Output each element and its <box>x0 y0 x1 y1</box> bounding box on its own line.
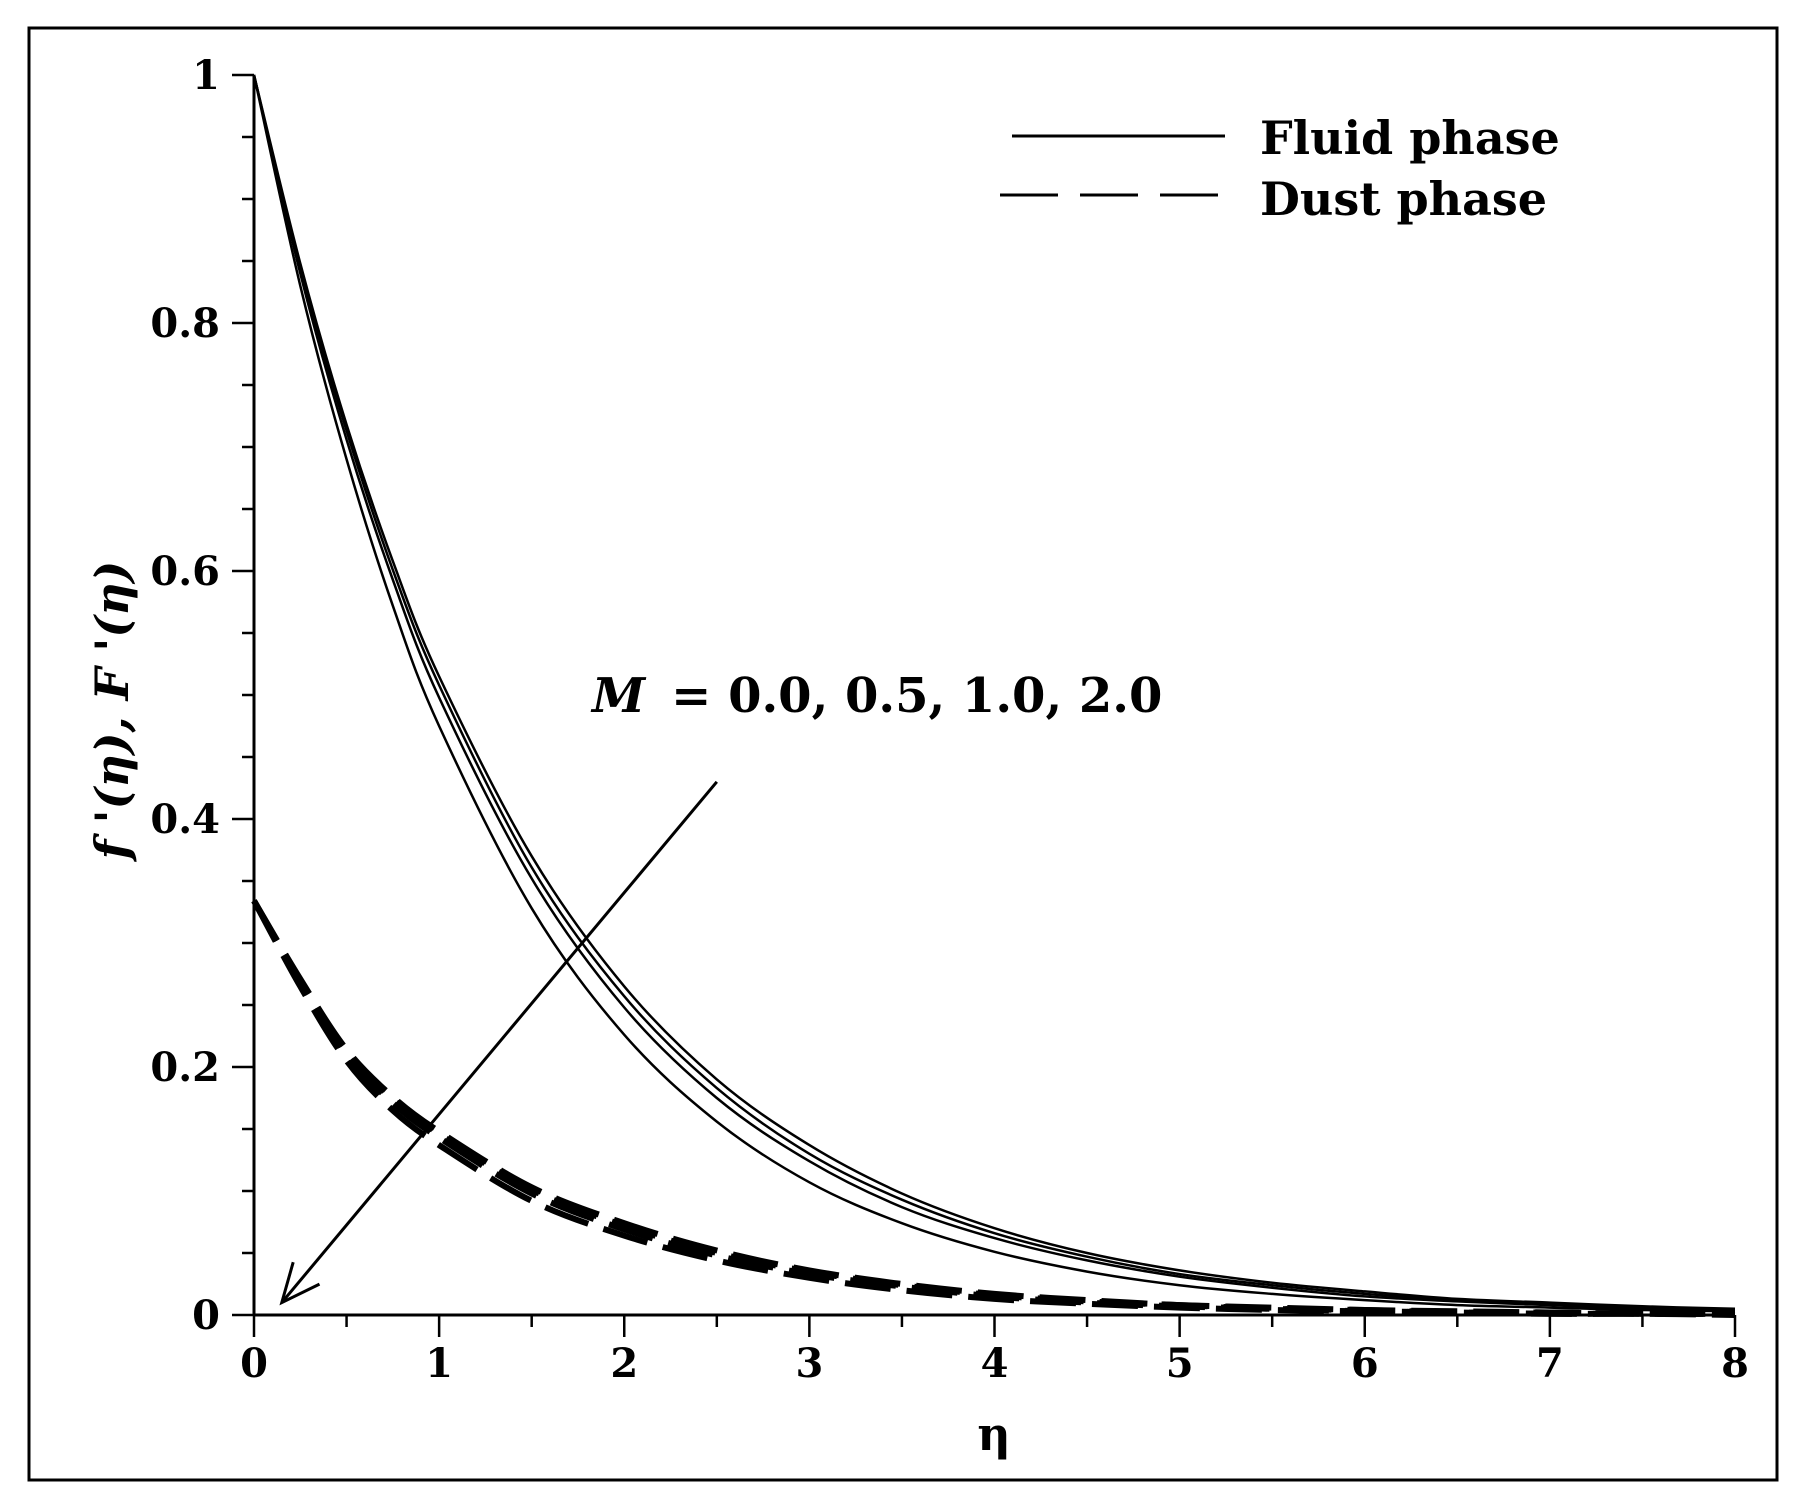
x-tick-label: 7 <box>1536 1340 1564 1387</box>
legend-label-dust: Dust phase <box>1260 172 1547 226</box>
y-axis-title: f '(η), F '(η) <box>85 561 139 863</box>
x-tick-label: 2 <box>610 1340 638 1387</box>
x-tick-label: 1 <box>425 1340 453 1387</box>
annotation-arrow <box>280 780 718 1304</box>
fluid-phase-curve-2 <box>252 74 1736 1312</box>
annotation-arrowhead <box>279 1261 321 1306</box>
fluid-phase-curve-1 <box>252 74 1736 1311</box>
x-tick-label: 4 <box>981 1340 1009 1387</box>
x-axis-title: η <box>977 1407 1010 1461</box>
x-tick-label: 0 <box>240 1340 268 1387</box>
legend: Fluid phase Dust phase <box>1000 111 1560 226</box>
fluid-phase-curve-3 <box>252 74 1736 1312</box>
y-tick-label: 0.4 <box>150 796 220 843</box>
fluid-phase-curve-4 <box>252 74 1736 1313</box>
y-tick-label: 0.8 <box>150 300 220 347</box>
y-tick-label: 1 <box>192 52 220 99</box>
annotation-label: M = 0.0, 0.5, 1.0, 2.0 <box>590 668 1162 724</box>
x-tick-label: 6 <box>1351 1340 1379 1387</box>
x-tick-label: 3 <box>795 1340 823 1387</box>
curves-layer <box>251 74 1736 1318</box>
legend-label-fluid: Fluid phase <box>1260 111 1560 165</box>
x-ticks: 0 1 2 3 4 5 6 7 8 <box>240 1315 1749 1387</box>
x-tick-label: 5 <box>1166 1340 1194 1387</box>
figure-border <box>27 26 1779 1482</box>
y-tick-label: 0.2 <box>150 1044 220 1091</box>
dust-phase-curve-4 <box>251 899 1736 1318</box>
annotation: M = 0.0, 0.5, 1.0, 2.0 <box>279 668 1162 1306</box>
y-ticks: 0 0.2 0.4 0.6 0.8 1 <box>150 52 254 1339</box>
y-tick-label: 0 <box>192 1292 220 1339</box>
annotation-symbol: M <box>590 668 647 724</box>
x-tick-label: 8 <box>1721 1340 1749 1387</box>
y-tick-label: 0.6 <box>150 548 220 595</box>
annotation-values: = 0.0, 0.5, 1.0, 2.0 <box>671 668 1162 724</box>
